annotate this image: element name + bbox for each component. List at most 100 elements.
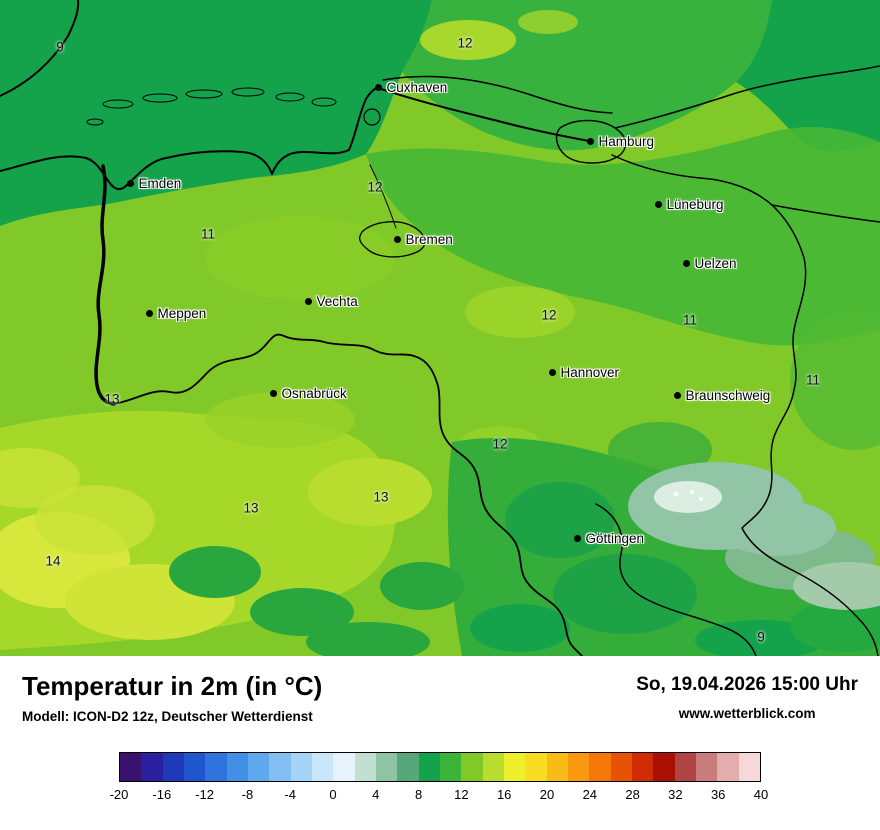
legend-color-cell — [695, 752, 718, 781]
temperature-field — [0, 0, 880, 656]
city-dot-icon — [548, 368, 556, 376]
legend-tick-label: 32 — [668, 786, 683, 802]
legend-color-cell — [205, 752, 227, 781]
legend-color-cell — [610, 752, 632, 781]
legend-color-cell — [311, 752, 334, 781]
legend-color-cell — [418, 752, 440, 781]
city-label: Hannover — [560, 364, 620, 380]
temperature-map-svg — [0, 0, 880, 656]
legend-color-cell — [653, 752, 675, 781]
temperature-value-label: 11 — [682, 312, 698, 328]
city-label: Meppen — [157, 305, 207, 321]
northern-border — [614, 65, 880, 129]
city-label: Braunschweig — [685, 387, 771, 403]
coastline-west — [0, 155, 128, 191]
city-label: Göttingen — [585, 530, 645, 546]
legend-color-cell — [226, 752, 248, 781]
temperature-value-label: 12 — [367, 179, 383, 195]
border-lines — [0, 0, 880, 656]
city-dot-icon — [586, 137, 594, 145]
legend-color-cell — [674, 752, 696, 781]
website-link[interactable]: www.wetterblick.com — [678, 706, 816, 721]
city-dot-icon — [304, 297, 312, 305]
legend-tick-label: 28 — [625, 786, 640, 802]
legend-color-cell — [333, 752, 355, 781]
legend-color-cell — [738, 752, 760, 781]
legend-tick-label: 24 — [582, 786, 598, 802]
temperature-value-label: 13 — [243, 500, 259, 516]
model-info: Modell: ICON-D2 12z, Deutscher Wetterdie… — [22, 708, 313, 724]
legend-tick-label: 12 — [454, 786, 469, 802]
legend-color-cell — [525, 752, 547, 781]
city-label: Emden — [138, 175, 182, 191]
legend-ticks: -20 -16 -12 -8 -4 0 4 8 12 16 20 24 28 32 36 40 — [110, 786, 769, 805]
forecast-datetime: So, 19.04.2026 15:00 Uhr — [636, 674, 858, 695]
legend-color-cell — [461, 752, 483, 781]
city-layer: Cuxhaven Hamburg Emden Lüneburg Bremen Uelzen… — [126, 79, 771, 546]
title-block: Temperatur in 2m (in °C) Modell: ICON-D2… — [22, 672, 322, 724]
elbe-south-bank — [380, 88, 590, 142]
legend-color-cell — [141, 752, 163, 781]
temperature-value-label: 9 — [757, 629, 765, 645]
city-dot-icon — [145, 309, 153, 317]
city-dot-icon — [374, 83, 382, 91]
coastline-north — [126, 86, 382, 186]
city-label: Cuxhaven — [386, 79, 448, 95]
city-dot-icon — [654, 200, 662, 208]
legend-tick-label: 0 — [329, 786, 337, 802]
bremen-enclave — [359, 221, 426, 258]
weser-river — [369, 164, 397, 229]
legend-colorbar — [119, 751, 761, 782]
bremerhaven-enclave — [363, 108, 381, 126]
legend-color-cell — [269, 752, 291, 781]
legend-color-cell — [120, 752, 142, 781]
city-dot-icon — [126, 179, 134, 187]
legend-color-cell — [354, 752, 376, 781]
legend-tick-label: 40 — [753, 786, 769, 802]
temperature-value-label: 13 — [104, 391, 120, 407]
temperature-label-layer: 9 12 12 11 12 11 11 13 12 13 13 14 9 — [45, 35, 821, 645]
temperature-value-label: 12 — [457, 35, 473, 51]
elbe-north-bank — [382, 75, 613, 114]
southern-border — [113, 333, 583, 656]
temperature-value-label: 9 — [56, 39, 64, 55]
city-label: Osnabrück — [281, 385, 347, 401]
legend-tick-label: 20 — [539, 786, 555, 802]
legend-color-cell — [589, 752, 611, 781]
city-dot-icon — [673, 391, 681, 399]
legend-color-cell — [183, 752, 206, 781]
temperature-value-label: 11 — [200, 226, 216, 242]
legend-color-cell — [247, 752, 270, 781]
goettingen-east-border — [595, 503, 757, 656]
temperature-value-label: 11 — [805, 372, 821, 388]
weather-map: Cuxhaven Hamburg Emden Lüneburg Bremen Uelzen… — [0, 0, 880, 656]
temperature-value-label: 12 — [492, 436, 508, 452]
legend-color-cell — [290, 752, 312, 781]
legend-color-cell — [375, 752, 398, 781]
legend-tick-label: -12 — [195, 786, 214, 802]
legend-color-cell — [482, 752, 504, 781]
hamburg-enclave — [555, 119, 627, 164]
legend-color-cell — [162, 752, 184, 781]
legend-tick-label: -4 — [284, 786, 296, 802]
legend-tick-label: 36 — [710, 786, 726, 802]
map-footer: Temperatur in 2m (in °C) Modell: ICON-D2… — [0, 656, 880, 805]
temperature-value-label: 13 — [373, 489, 389, 505]
legend-color-cell — [546, 752, 568, 781]
eastern-border — [611, 154, 879, 656]
legend-color-cell — [439, 752, 462, 781]
city-dot-icon — [682, 259, 690, 267]
legend-tick-label: -8 — [241, 786, 254, 802]
city-dot-icon — [269, 389, 277, 397]
page-title: Temperatur in 2m (in °C) — [22, 671, 323, 701]
city-label: Hamburg — [598, 133, 655, 149]
harz-cold-region — [628, 462, 836, 556]
temperature-legend: -20 -16 -12 -8 -4 0 4 8 12 16 20 24 28 32 36 40 — [110, 751, 769, 805]
temperature-value-label: 14 — [45, 553, 61, 569]
dutch-border — [94, 164, 116, 406]
legend-tick-label: 16 — [496, 786, 512, 802]
legend-tick-label: 8 — [414, 786, 423, 802]
legend-tick-label: -16 — [152, 786, 172, 802]
frisian-islands — [86, 87, 337, 126]
city-label: Uelzen — [694, 255, 737, 271]
